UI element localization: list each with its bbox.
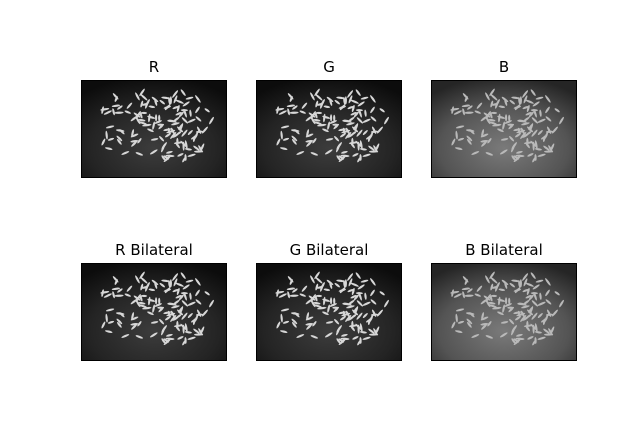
panel-r: R xyxy=(81,58,227,178)
panel-g: G xyxy=(256,58,402,178)
grayscale-image-g xyxy=(256,80,402,178)
rice-grains xyxy=(100,88,214,163)
panel-title: R Bilateral xyxy=(115,241,193,259)
panel-title: G xyxy=(323,58,335,76)
grayscale-image-g-bilateral xyxy=(256,263,402,361)
panel-b: B xyxy=(431,58,577,178)
grayscale-image-r-bilateral xyxy=(81,263,227,361)
grayscale-image-r xyxy=(81,80,227,178)
grayscale-image-b xyxy=(431,80,577,178)
rice-grains xyxy=(100,271,214,346)
rice-grains xyxy=(275,88,389,163)
panel-b-bilateral: B Bilateral xyxy=(431,241,577,361)
rice-grains xyxy=(450,271,564,346)
rice-grains xyxy=(275,271,389,346)
panel-title: R xyxy=(148,58,160,76)
panel-title: G Bilateral xyxy=(289,241,369,259)
rice-grains xyxy=(450,88,564,163)
grayscale-image-b-bilateral xyxy=(431,263,577,361)
panel-title: B xyxy=(498,58,510,76)
panel-r-bilateral: R Bilateral xyxy=(81,241,227,361)
panel-title: B Bilateral xyxy=(465,241,543,259)
panel-g-bilateral: G Bilateral xyxy=(256,241,402,361)
